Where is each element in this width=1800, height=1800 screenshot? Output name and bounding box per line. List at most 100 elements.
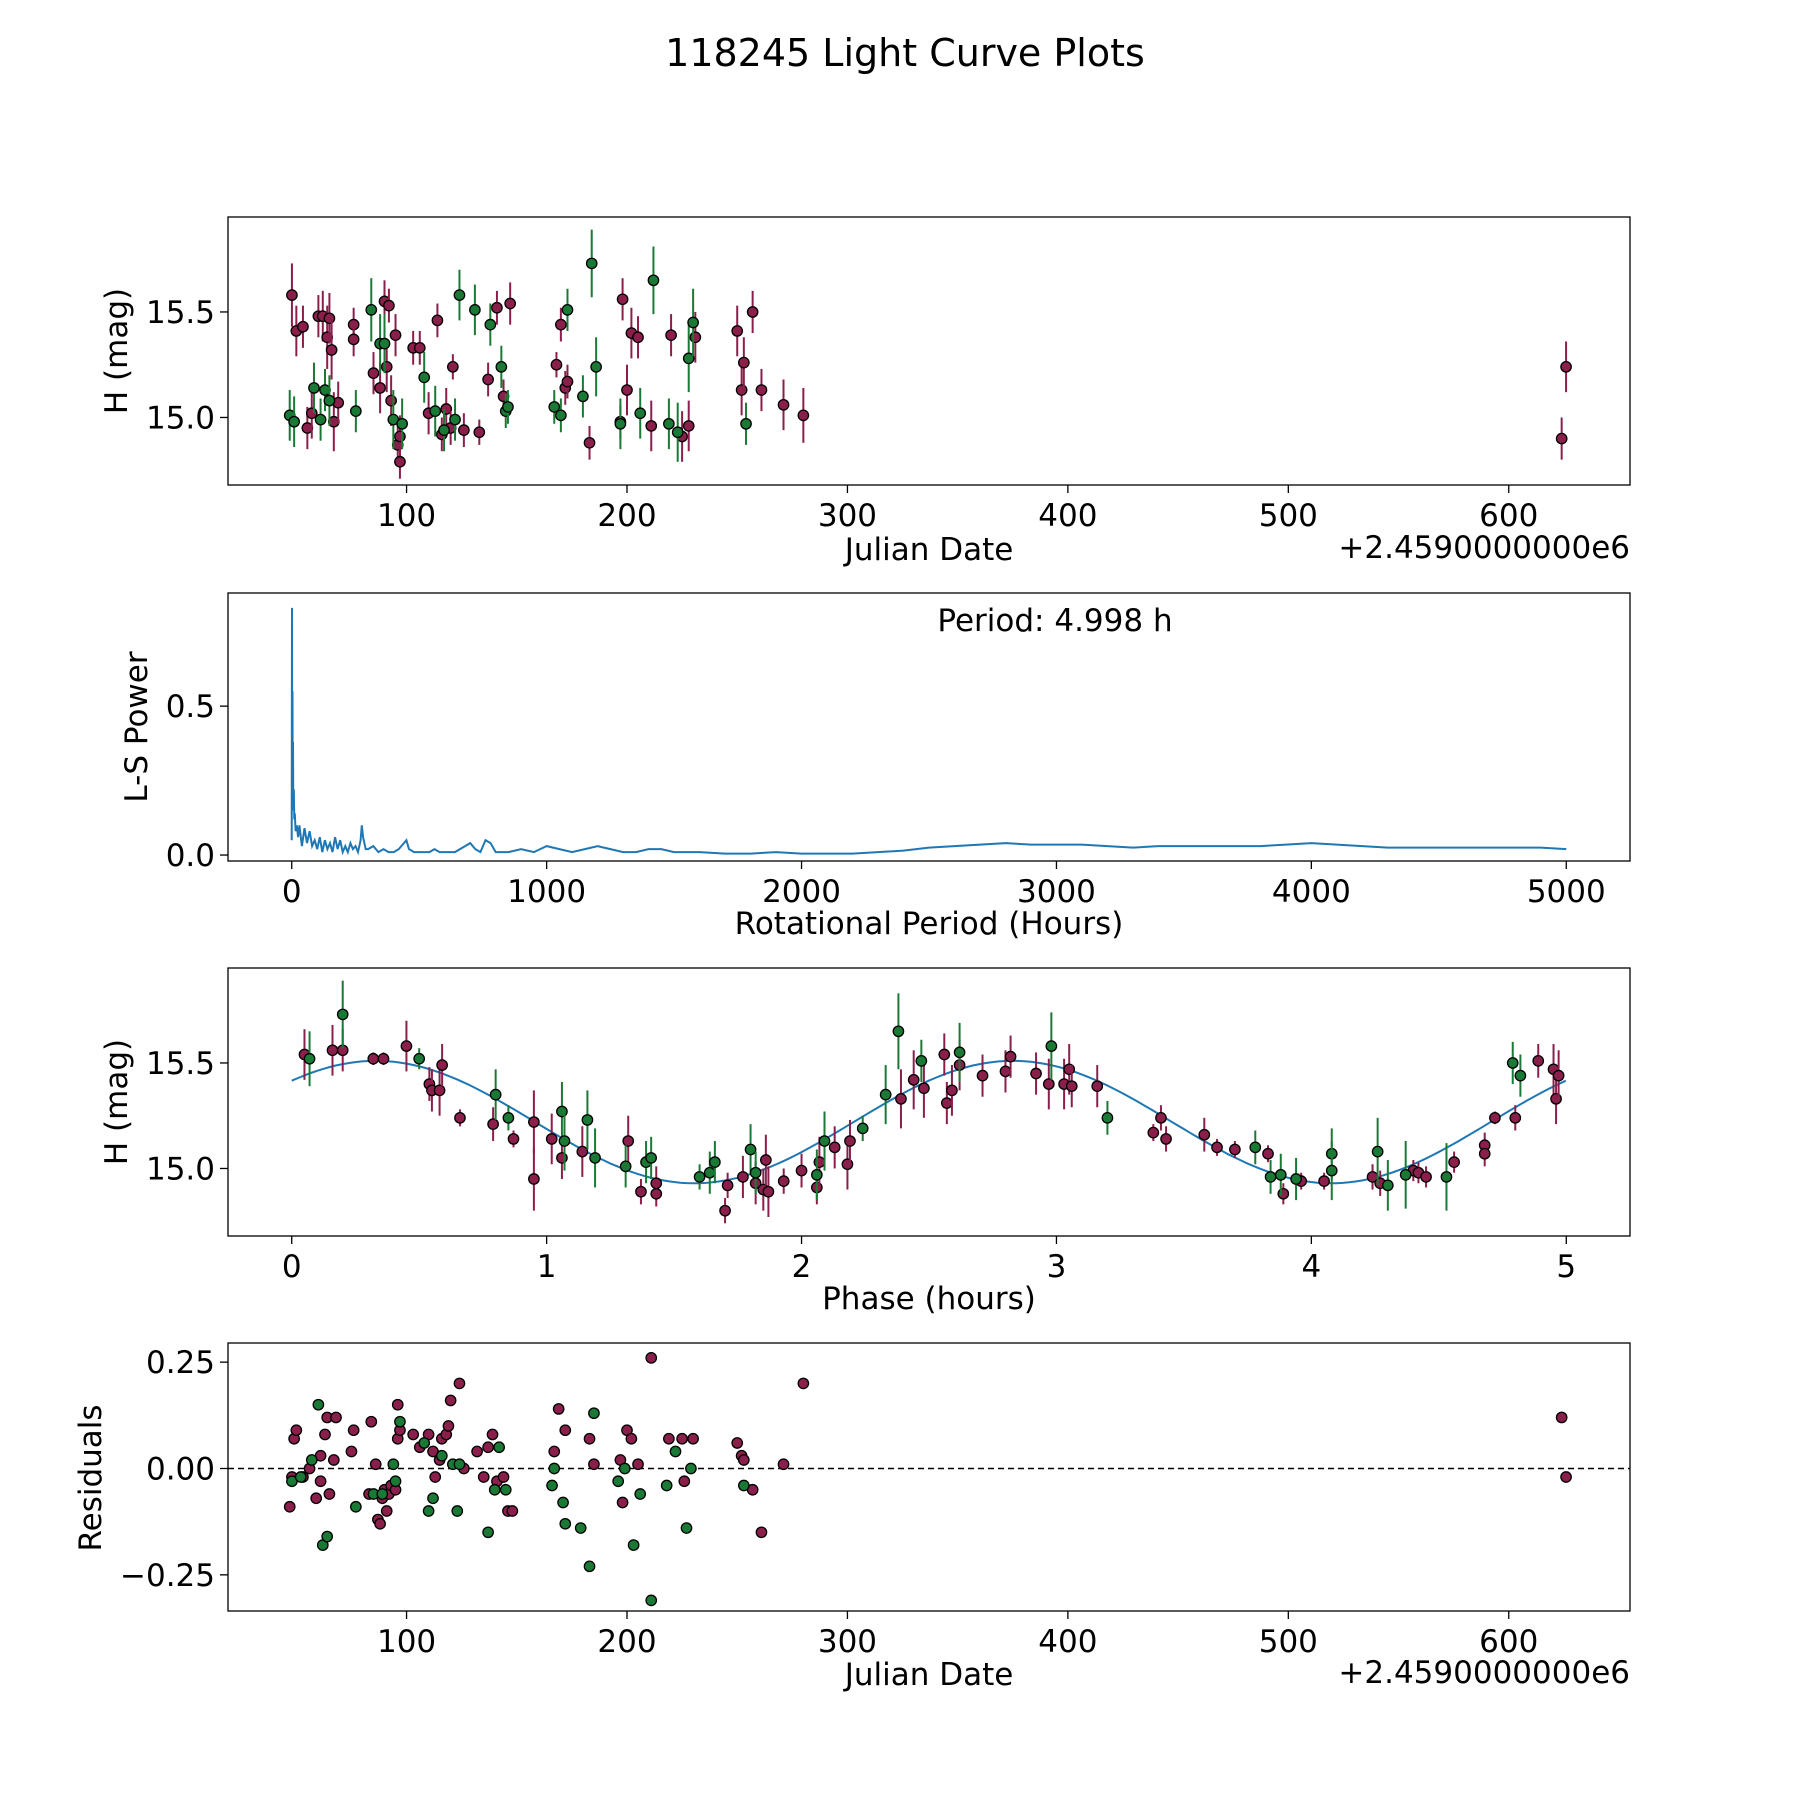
lightcurve-xtick-label: 500 [1259, 498, 1318, 534]
residuals-point [552, 1403, 565, 1415]
phased-point [1065, 1080, 1078, 1093]
residuals-point [435, 1449, 448, 1462]
residuals-ytick-label: 0.25 [146, 1345, 215, 1381]
phased-point [650, 1187, 663, 1200]
residuals-point [350, 1500, 362, 1513]
lightcurve-point [746, 306, 759, 318]
phased-point [556, 1152, 568, 1164]
lightcurve-point [365, 304, 378, 316]
lightcurve-point [323, 312, 336, 325]
phased-point [1552, 1069, 1565, 1082]
phased-point [528, 1116, 540, 1128]
residuals-point [444, 1394, 457, 1407]
phased-point [844, 1135, 856, 1147]
residuals-point [557, 1496, 569, 1509]
phased-point [703, 1166, 716, 1179]
lightcurve-point [502, 401, 514, 413]
lightcurve-point [469, 304, 481, 316]
periodogram-marks [290, 607, 1567, 856]
residuals-point [588, 1458, 600, 1471]
lightcurve-point [385, 394, 397, 407]
residuals-point [482, 1526, 494, 1539]
residuals-x-label: Julian Date [843, 1657, 1014, 1693]
phased-point [1091, 1080, 1104, 1093]
lightcurve-point [482, 373, 494, 386]
lightcurve-point [484, 318, 497, 331]
phased-point [1399, 1168, 1412, 1181]
lightcurve-xtick-label: 400 [1038, 498, 1097, 534]
lightcurve-xtick-label: 600 [1479, 498, 1538, 534]
phased-y-label: H (mag) [99, 1039, 135, 1165]
residuals-ytick-label: 0.00 [146, 1451, 215, 1487]
phased-point [1229, 1143, 1241, 1156]
lightcurve-x-label: Julian Date [843, 532, 1014, 568]
residuals-point [391, 1398, 404, 1411]
residuals-xtick-label: 400 [1038, 1624, 1097, 1660]
phased-point [818, 1135, 831, 1147]
residuals-xtick-label: 300 [818, 1624, 877, 1660]
lightcurve-point [431, 314, 444, 327]
residuals-point [687, 1432, 699, 1445]
lightcurve-point [374, 382, 386, 394]
residuals-point [685, 1462, 697, 1475]
phased-point [946, 1084, 958, 1097]
phased-point [619, 1160, 632, 1173]
phased-point [856, 1122, 869, 1135]
period-annotation: Period: 4.998 h [937, 603, 1172, 639]
phased-point [892, 1025, 905, 1038]
residuals-point [374, 1517, 386, 1530]
phased-point [622, 1135, 635, 1147]
lightcurve-point [682, 420, 695, 432]
residuals-point [330, 1411, 342, 1424]
lightcurve-x-offset: +2.4590000000e6 [1338, 530, 1630, 566]
phased-point [760, 1154, 772, 1166]
lightcurve-point [583, 436, 596, 449]
phased-point [1147, 1126, 1160, 1139]
phased-point [489, 1088, 502, 1101]
phased-point [1262, 1147, 1274, 1160]
phased-point [1318, 1175, 1330, 1187]
phased-panel: 0 1 2 3 4 5 15.0 15.5 Phase (hours) H (mag) [99, 967, 1631, 1317]
phased-point [413, 1052, 426, 1065]
lightcurve-point [671, 426, 684, 439]
periodogram-y-label: L-S Power [119, 651, 155, 802]
residuals-point [506, 1505, 519, 1517]
lightcurve-point [689, 331, 702, 344]
lightcurve-point [740, 417, 752, 430]
residuals-point [627, 1539, 640, 1551]
residuals-point [321, 1530, 334, 1543]
phased-point [721, 1179, 734, 1192]
phased-point [1440, 1171, 1453, 1183]
residuals-point [488, 1483, 501, 1496]
residuals-point [583, 1432, 596, 1445]
phased-point [749, 1166, 762, 1179]
lightcurve-point [585, 257, 598, 270]
phased-point [693, 1171, 706, 1183]
phased-point [1514, 1069, 1527, 1082]
phased-point [895, 1092, 907, 1105]
residuals-point [327, 1454, 340, 1466]
lightcurve-marks [283, 229, 1572, 479]
phased-point [589, 1152, 601, 1164]
lightcurve-point [621, 384, 633, 396]
phased-point [1264, 1171, 1277, 1183]
residuals-point [497, 1471, 510, 1483]
phased-point [777, 1175, 790, 1187]
lightcurve-point [504, 297, 517, 310]
residuals-xtick-label: 500 [1259, 1624, 1318, 1660]
lightcurve-point [350, 405, 362, 417]
residuals-point [347, 1424, 360, 1437]
phased-point [502, 1111, 515, 1124]
lightcurve-point [347, 333, 360, 346]
lightcurve-point [797, 409, 810, 422]
lightcurve-point [308, 382, 320, 394]
lightcurve-ytick-label: 15.5 [146, 295, 215, 331]
phased-point [1509, 1111, 1522, 1124]
phased-xtick-label: 0 [282, 1249, 302, 1285]
phased-point [528, 1173, 540, 1185]
residuals-point [290, 1424, 303, 1437]
phased-point [1550, 1092, 1562, 1105]
phased-point [303, 1052, 316, 1065]
residuals-y-label: Residuals [73, 1404, 109, 1551]
phased-point [795, 1164, 808, 1177]
